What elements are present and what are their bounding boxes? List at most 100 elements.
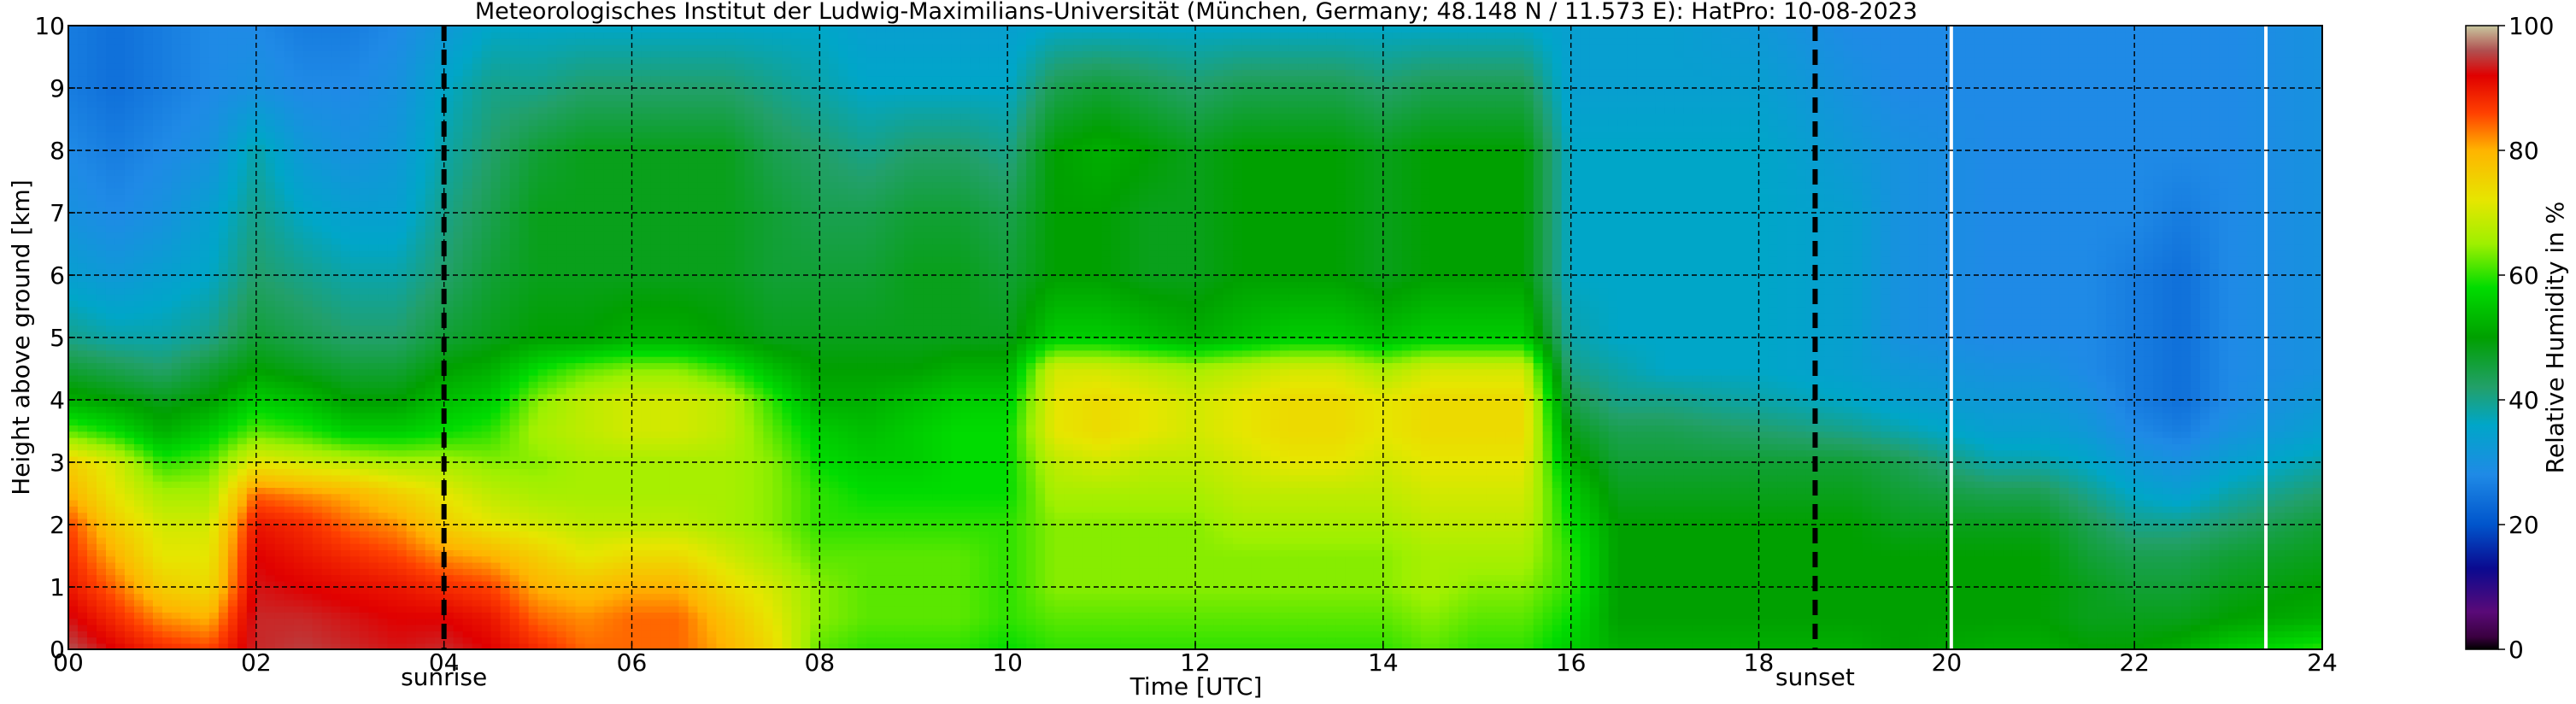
heatmap-cell (490, 455, 502, 463)
heatmap-cell (331, 387, 342, 395)
heatmap-cell (96, 381, 107, 389)
heatmap-cell (265, 580, 276, 588)
heatmap-cell (77, 225, 88, 232)
heatmap-cell (284, 393, 295, 401)
heatmap-cell (396, 580, 408, 588)
heatmap-cell (490, 474, 502, 482)
heatmap-cell (453, 125, 464, 132)
heatmap-cell (152, 168, 163, 176)
heatmap-cell (368, 431, 379, 438)
heatmap-cell (133, 88, 144, 96)
heatmap-cell (349, 624, 361, 631)
heatmap-cell (312, 138, 323, 145)
heatmap-cell (274, 44, 285, 51)
heatmap-cell (190, 574, 201, 582)
heatmap-cell (528, 493, 539, 501)
heatmap-cell (359, 531, 370, 538)
heatmap-cell (500, 493, 511, 501)
heatmap-cell (265, 75, 276, 83)
heatmap-cell (321, 493, 332, 501)
heatmap-cell (443, 462, 455, 470)
heatmap-cell (293, 268, 304, 276)
heatmap-cell (199, 468, 210, 476)
heatmap-cell (133, 262, 144, 270)
heatmap-cell (68, 69, 79, 77)
heatmap-cell (124, 312, 135, 320)
heatmap-cell (237, 400, 248, 408)
heatmap-cell (152, 637, 163, 644)
heatmap-cell (359, 612, 370, 619)
heatmap-cell (368, 38, 379, 45)
heatmap-cell (199, 525, 210, 532)
heatmap-cell (434, 425, 445, 432)
heatmap-cell (199, 431, 210, 438)
heatmap-cell (152, 612, 163, 619)
heatmap-cell (425, 144, 436, 151)
heatmap-cell (124, 443, 135, 451)
heatmap-cell (321, 262, 332, 270)
heatmap-cell (481, 631, 492, 638)
heatmap-cell (227, 238, 238, 245)
heatmap-cell (443, 281, 455, 289)
heatmap-cell (133, 449, 144, 457)
heatmap-cell (406, 537, 417, 544)
heatmap-cell (349, 549, 361, 557)
heatmap-cell (77, 88, 88, 96)
heatmap-cell (331, 605, 342, 613)
heatmap-cell (143, 75, 154, 83)
heatmap-cell (190, 238, 201, 245)
heatmap-cell (453, 306, 464, 314)
heatmap-cell (415, 487, 426, 495)
heatmap-cell (152, 549, 163, 557)
heatmap-cell (453, 262, 464, 270)
heatmap-cell (321, 26, 332, 33)
heatmap-cell (331, 106, 342, 114)
heatmap-cell (124, 132, 135, 139)
heatmap-cell (415, 587, 426, 595)
heatmap-cell (340, 462, 351, 470)
heatmap-cell (472, 474, 483, 482)
heatmap-cell (519, 206, 530, 214)
heatmap-cell (246, 44, 257, 51)
heatmap-cell (481, 393, 492, 401)
heatmap-cell (490, 400, 502, 408)
heatmap-cell (509, 168, 520, 176)
heatmap-cell (68, 580, 79, 588)
heatmap-cell (425, 200, 436, 208)
heatmap-cell (265, 355, 276, 363)
heatmap-cell (237, 642, 248, 649)
heatmap-cell (472, 312, 483, 320)
heatmap-cell (312, 249, 323, 257)
heatmap-cell (77, 293, 88, 301)
heatmap-cell (208, 194, 220, 202)
heatmap-cell (293, 275, 304, 283)
heatmap-cell (86, 499, 97, 507)
heatmap-cell (246, 387, 257, 395)
heatmap-cell (77, 593, 88, 601)
heatmap-cell (199, 238, 210, 245)
heatmap-cell (77, 331, 88, 338)
heatmap-cell (114, 499, 126, 507)
heatmap-cell (114, 225, 126, 232)
heatmap-cell (528, 175, 539, 183)
heatmap-cell (302, 69, 314, 77)
heatmap-cell (321, 642, 332, 649)
heatmap-cell (96, 243, 107, 251)
heatmap-cell (425, 624, 436, 631)
heatmap-cell (378, 325, 389, 332)
heatmap-cell (302, 331, 314, 338)
heatmap-cell (472, 618, 483, 625)
heatmap-cell (490, 231, 502, 238)
heatmap-cell (180, 580, 191, 588)
heatmap-cell (105, 50, 116, 58)
heatmap-cell (284, 325, 295, 332)
heatmap-cell (68, 26, 79, 33)
heatmap-cell (302, 512, 314, 519)
heatmap-cell (453, 512, 464, 519)
heatmap-cell (378, 331, 389, 338)
heatmap-cell (302, 431, 314, 438)
heatmap-cell (218, 381, 229, 389)
heatmap-cell (378, 281, 389, 289)
heatmap-cell (227, 125, 238, 132)
heatmap-cell (368, 593, 379, 601)
